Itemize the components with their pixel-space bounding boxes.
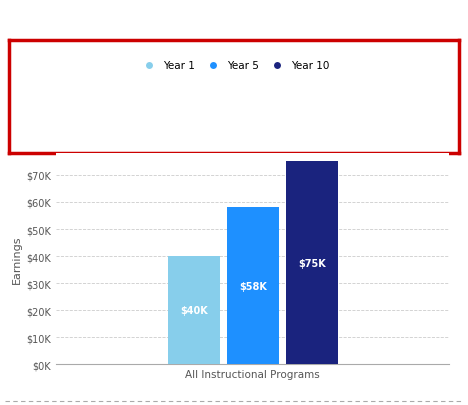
Text: $75K: $75K xyxy=(298,258,326,268)
Y-axis label: Earnings: Earnings xyxy=(12,235,22,284)
Text: Median Year 1, 5, and 10 National Earnings: Median Year 1, 5, and 10 National Earnin… xyxy=(68,14,372,27)
Bar xyxy=(168,256,219,364)
Text: $58K: $58K xyxy=(239,281,267,291)
Bar xyxy=(227,208,278,364)
Legend: Year 1, Year 5, Year 10: Year 1, Year 5, Year 10 xyxy=(134,57,334,75)
Text: $40K: $40K xyxy=(180,305,208,315)
Bar xyxy=(286,162,337,364)
